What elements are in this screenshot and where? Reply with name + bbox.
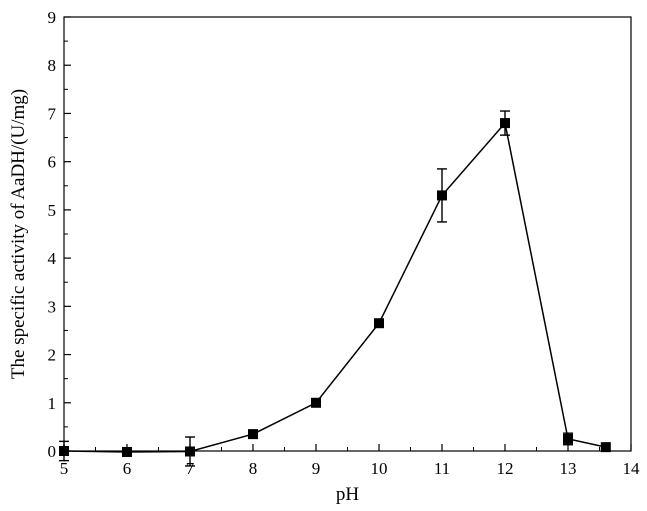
y-tick-label: 0	[48, 442, 57, 461]
x-tick-label: 11	[434, 459, 450, 478]
series-layer	[59, 110, 611, 467]
data-point	[185, 446, 195, 457]
x-tick-label: 12	[497, 459, 514, 478]
plot-frame	[63, 16, 632, 452]
y-axis-title: The specific activity of AaDH/(U/mg)	[8, 89, 29, 379]
x-tick-label: 9	[312, 459, 321, 478]
data-point	[563, 433, 573, 444]
y-tick-label: 9	[48, 8, 57, 27]
x-tick-label: 6	[123, 459, 132, 478]
x-tick-label: 8	[249, 459, 258, 478]
data-point	[59, 446, 69, 456]
data-point	[600, 442, 611, 453]
y-tick-label: 2	[48, 346, 57, 365]
y-tick-label: 8	[48, 56, 57, 75]
series-line	[63, 121, 606, 453]
x-tick-label: 10	[371, 459, 388, 478]
x-axis-title: pH	[336, 484, 360, 505]
data-point	[374, 318, 384, 329]
y-tick-label: 3	[48, 297, 57, 316]
y-axis: 0 1 2 3 4 5 6 7 8 9	[48, 8, 71, 461]
data-point	[122, 446, 132, 457]
x-axis: 5 6 7 8 9 10 11 12 13 14	[60, 444, 640, 478]
data-point	[311, 397, 321, 408]
y-tick-label: 1	[48, 394, 57, 413]
data-point	[248, 429, 258, 440]
y-tick-label: 4	[48, 249, 57, 268]
data-point	[500, 118, 510, 129]
data-point	[437, 190, 447, 201]
y-tick-label: 6	[48, 153, 57, 172]
y-tick-label: 7	[48, 104, 57, 123]
x-tick-label: 7	[186, 459, 195, 478]
x-tick-label: 13	[560, 459, 577, 478]
x-tick-label: 5	[60, 459, 69, 478]
y-tick-label: 5	[48, 201, 57, 220]
x-tick-label: 14	[623, 459, 641, 478]
